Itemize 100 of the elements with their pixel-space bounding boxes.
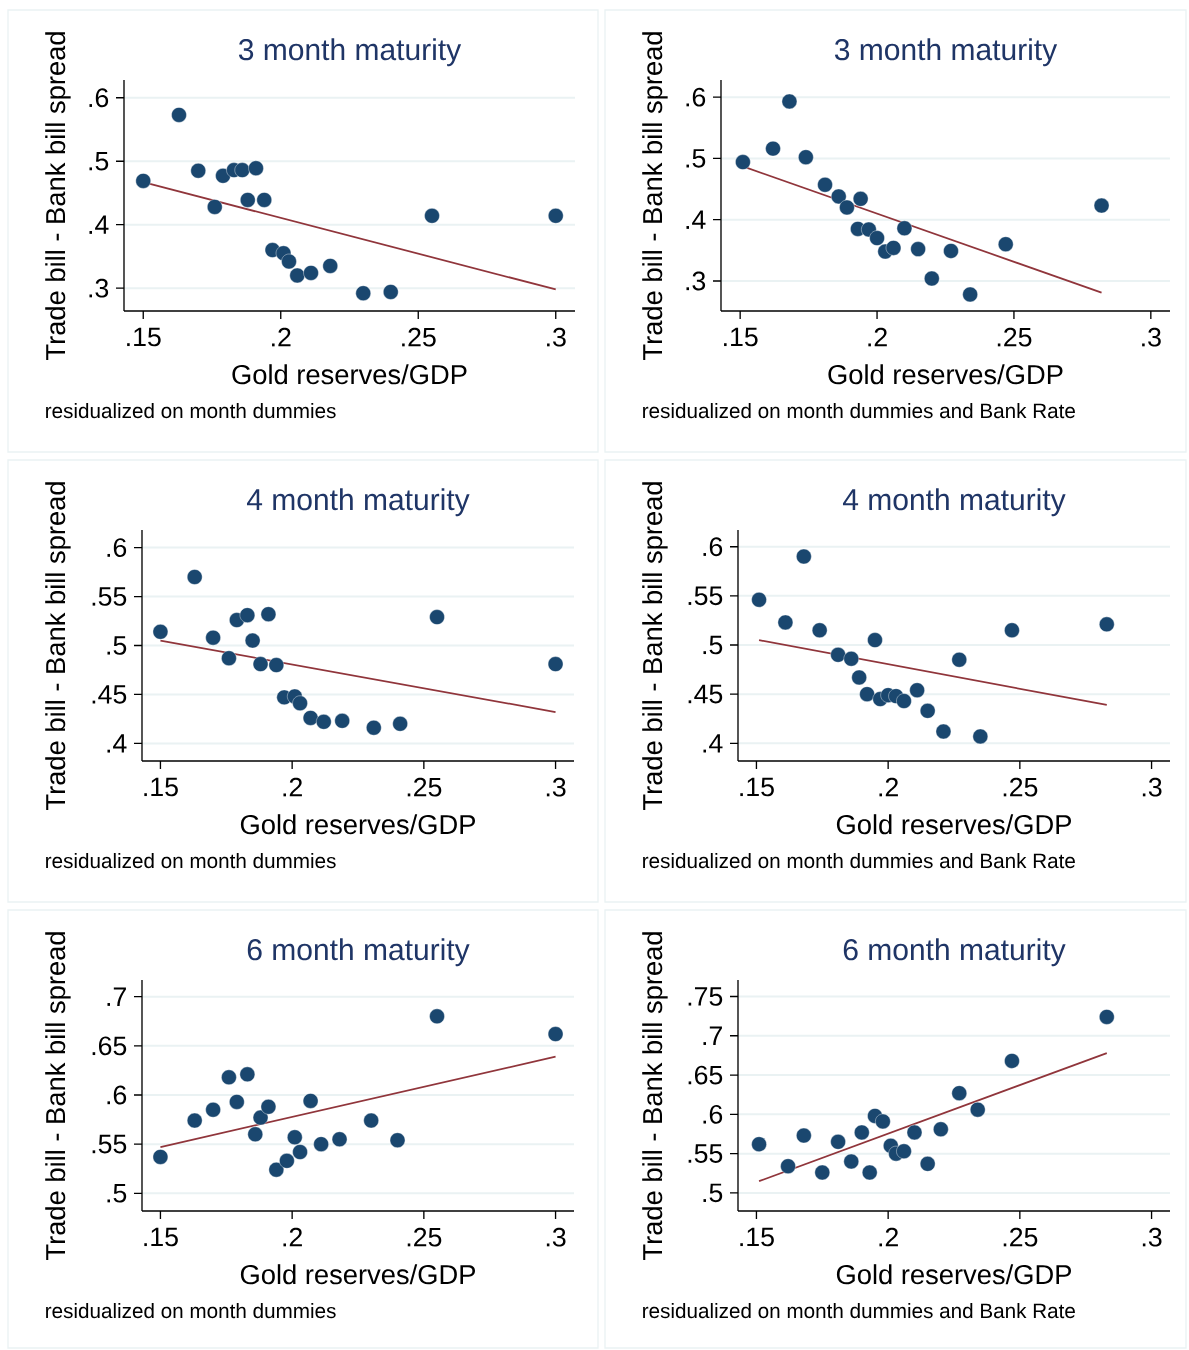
x-tick-label: .15 [144, 1227, 178, 1247]
point [429, 1008, 445, 1025]
x-tick-label: .15 [724, 327, 758, 347]
point [814, 1164, 830, 1181]
point [316, 714, 332, 730]
point [798, 149, 814, 165]
chart-title: 4 month maturity [246, 488, 470, 517]
y-tick-label: .3 [686, 271, 706, 291]
point [830, 1134, 846, 1150]
y-tick-label: .6 [686, 87, 706, 107]
text: residualized on month dummies [46, 403, 336, 419]
point [830, 647, 846, 663]
point [234, 162, 250, 178]
x-tick-label: .2 [868, 327, 887, 347]
point [1093, 197, 1110, 214]
point [796, 548, 812, 565]
x-tick-label: .25 [997, 327, 1032, 347]
point [777, 614, 794, 631]
point [240, 192, 256, 208]
y-axis-title: Trade bill - Bank bill spread [45, 32, 71, 360]
y-axis-title: Trade bill - Bank bill spread [45, 932, 71, 1260]
point [268, 1162, 285, 1178]
point [281, 253, 297, 270]
y-tick-label: .55 [92, 587, 127, 606]
y-axis-title: Trade bill - Bank bill spread [642, 32, 668, 360]
point [135, 173, 151, 189]
chart-title: 3 month maturity [238, 38, 462, 67]
point [875, 1113, 891, 1130]
point [221, 650, 237, 666]
point [843, 1153, 859, 1170]
x-tick-label: .15 [740, 777, 774, 797]
point [817, 177, 833, 193]
point [751, 1136, 767, 1152]
point [1099, 1009, 1115, 1025]
text: residualized on month dummies and Bank Rate [643, 403, 1075, 419]
point [1004, 1053, 1020, 1069]
y-axis-title: Trade bill - Bank bill spread [45, 482, 71, 810]
chart-title: 6 month maturity [843, 938, 1066, 967]
y-tick-label: .65 [688, 1065, 723, 1085]
text: residualized on month dummies and Bank Rate [643, 1303, 1075, 1319]
x-tick-label: .2 [272, 327, 291, 347]
point [951, 652, 967, 668]
point [248, 160, 264, 176]
y-tick-label: .5 [703, 1183, 723, 1203]
y-tick-label: .55 [688, 586, 723, 606]
point [839, 199, 855, 216]
x-tick-label: .2 [283, 1227, 302, 1247]
x-tick-label: .15 [127, 327, 161, 347]
point [885, 240, 902, 256]
point [919, 1156, 936, 1172]
x-axis-title: Gold reserves/GDP [836, 814, 1071, 835]
point [363, 1112, 379, 1129]
point [780, 1158, 796, 1174]
point [781, 93, 798, 110]
point [171, 107, 187, 123]
point [392, 716, 408, 732]
x-axis-title: Gold reserves/GDP [828, 364, 1063, 385]
point [152, 624, 169, 640]
point [152, 1149, 169, 1165]
y-tick-label: .5 [703, 635, 723, 655]
point [972, 728, 989, 745]
y-tick-label: .55 [688, 1144, 723, 1163]
point [205, 1102, 221, 1118]
x-tick-label: .2 [879, 1227, 898, 1247]
y-tick-label: .6 [703, 537, 723, 557]
point [205, 629, 221, 646]
point [355, 285, 371, 301]
y-tick-label: .75 [688, 987, 723, 1006]
point [547, 1026, 564, 1042]
y-tick-label: .65 [92, 1036, 127, 1056]
point [735, 154, 751, 170]
point [867, 632, 883, 648]
point [313, 1136, 329, 1152]
y-tick-label: .4 [89, 215, 109, 234]
point [429, 609, 445, 625]
y-axis-title: Trade bill - Bank bill spread [642, 932, 668, 1260]
chart-title: 3 month maturity [834, 38, 1058, 67]
point [239, 607, 256, 623]
point [796, 1127, 812, 1144]
x-tick-label: .25 [1003, 777, 1038, 797]
point [851, 669, 867, 686]
x-tick-label: .3 [546, 1227, 566, 1247]
x-tick-label: .3 [1142, 327, 1161, 347]
point [909, 682, 925, 698]
point [322, 258, 338, 274]
point [252, 1109, 269, 1126]
x-axis-title: Gold reserves/GDP [232, 364, 467, 385]
x-tick-label: .3 [546, 777, 566, 797]
x-axis-title: Gold reserves/GDP [240, 1264, 475, 1285]
point [292, 1144, 308, 1160]
point [765, 140, 781, 157]
point [910, 241, 926, 257]
x-tick-label: .25 [407, 1227, 442, 1247]
y-tick-label: .3 [89, 278, 109, 298]
point [843, 651, 859, 667]
point [247, 1126, 263, 1143]
point [331, 1131, 348, 1147]
point [229, 1094, 245, 1110]
point [289, 267, 305, 284]
y-tick-label: .5 [107, 636, 127, 655]
